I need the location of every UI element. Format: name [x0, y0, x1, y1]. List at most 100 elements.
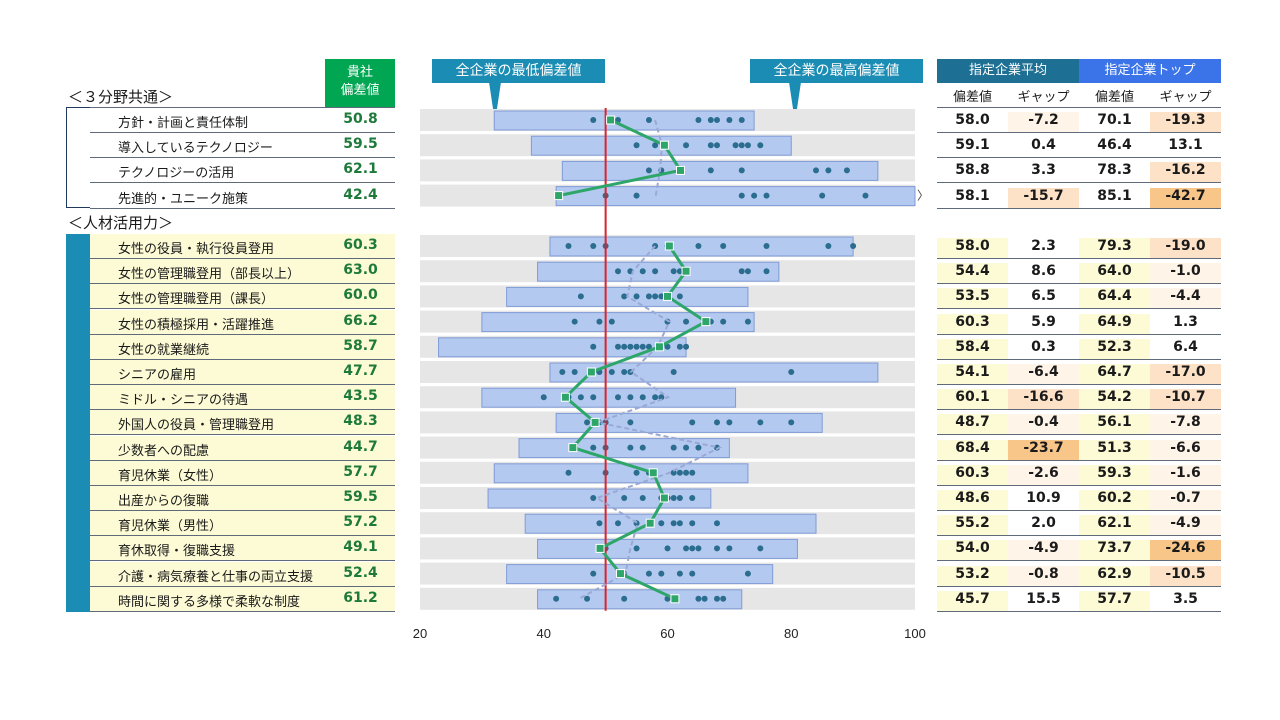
range-bar: [524, 513, 817, 534]
peer-dot: [683, 318, 690, 325]
company-score: 48.3: [326, 413, 395, 430]
peer-dot: [720, 595, 727, 602]
table-row: 先進的・ユニーク施策 42.4: [90, 184, 395, 209]
peer-dot: [757, 419, 764, 426]
peer-comparison-row: 58.1 -15.7 85.1 -42.7: [937, 184, 1221, 209]
company-score: 60.0: [326, 287, 395, 304]
avg-cell: 58.4: [937, 338, 1008, 359]
peer-dot: [670, 369, 677, 375]
peer-dot: [720, 318, 727, 325]
avg-cell: 48.6: [937, 490, 1008, 510]
table-row: 少数者への配慮 44.7: [90, 435, 395, 461]
peer-dot: [664, 545, 671, 552]
peer-comparison-row: 54.0 -4.9 73.7 -24.6: [937, 536, 1221, 562]
peer-dot: [596, 520, 603, 527]
peer-dot: [645, 343, 652, 350]
company-score: 47.7: [326, 363, 395, 379]
item-label: 時間に関する多様で柔軟な制度: [118, 594, 301, 610]
table-row: 女性の就業継続 58.7: [90, 334, 395, 360]
peer-dot: [732, 142, 739, 149]
peer-dot: [670, 444, 677, 451]
peer-dot: [540, 394, 547, 401]
peer-dot: [658, 394, 665, 401]
peer-dot: [819, 192, 826, 199]
top-cell: 64.7: [1079, 364, 1150, 384]
avg-gap-cell: -6.4: [1008, 364, 1079, 384]
avg-cell: 45.7: [937, 590, 1008, 611]
peer-comparison-row: 58.8 3.3 78.3 -16.2: [937, 158, 1221, 184]
peer-dot: [590, 117, 597, 123]
top-gap-cell: -10.7: [1150, 389, 1221, 410]
company-marker: [568, 443, 578, 453]
top-gap-cell: -19.3: [1150, 112, 1221, 132]
top-cell: 59.3: [1079, 464, 1150, 485]
peer-dot: [590, 343, 597, 350]
peer-dot: [645, 167, 652, 174]
avg-gap-cell: 6.5: [1031, 288, 1056, 305]
avg-gap-cell: 2.0: [1031, 515, 1056, 532]
peer-dot: [615, 268, 621, 275]
peer-comparison-row: 60.1 -16.6 54.2 -10.7: [937, 385, 1221, 411]
table-row: テクノロジーの活用 62.1: [90, 158, 395, 184]
top-gap-cell: -24.6: [1150, 540, 1221, 561]
table-row: 導入しているテクノロジー 59.5: [90, 133, 395, 159]
peer-comparison-row: 59.1 0.4 46.4 13.1: [937, 133, 1221, 159]
peer-comparison-row: 60.3 5.9 64.9 1.3: [937, 310, 1221, 335]
peer-dot: [676, 268, 683, 275]
avg-cell: 54.4: [937, 263, 1008, 284]
top-score-colhead: 偏差値: [1094, 90, 1134, 105]
peer-dot: [751, 192, 758, 199]
peer-dot: [676, 495, 683, 501]
avg-cell: 59.1: [955, 137, 990, 154]
range-bar: [555, 186, 916, 207]
avg-cell: 53.5: [937, 288, 1008, 309]
peer-dot: [683, 142, 690, 149]
top-cell: 52.3: [1079, 338, 1150, 359]
company-marker: [663, 291, 672, 301]
company-score: 49.1: [326, 539, 395, 556]
top-gap-cell: -16.2: [1150, 162, 1221, 183]
top-cell: 51.3: [1079, 439, 1150, 460]
top-gap-cell: 6.4: [1173, 338, 1198, 355]
avg-group-header-text: 指定企業平均: [968, 63, 1047, 78]
avg-gap-cell: 0.3: [1031, 338, 1056, 355]
company-marker: [648, 468, 658, 478]
peer-comparison-row: 60.3 -2.6 59.3 -1.6: [937, 461, 1221, 486]
row-highlight: [90, 334, 326, 359]
item-label: 導入しているテクノロジー: [118, 141, 273, 157]
peer-dot: [862, 192, 869, 199]
peer-dot: [714, 117, 720, 123]
row-highlight: [90, 511, 326, 536]
avg-gap-colhead: ギャップ: [1017, 90, 1070, 105]
peer-dot: [676, 293, 683, 300]
row-highlight: [90, 234, 326, 258]
peer-dot: [714, 419, 720, 426]
company-score-header: 貴社 偏差値: [325, 59, 395, 107]
peer-dot: [639, 444, 646, 451]
x-tick-label: 100: [904, 626, 926, 641]
avg-cell: 58.1: [955, 187, 990, 204]
peer-dot: [707, 142, 714, 149]
peer-dot: [608, 369, 615, 375]
peer-dot: [553, 595, 560, 602]
deviation-chart: 〉 20 40 60 80 100: [413, 108, 929, 641]
company-score: 63.0: [326, 262, 395, 279]
top-cell: 73.7: [1079, 540, 1150, 561]
peer-dot: [695, 545, 702, 552]
table-row: 女性の役員・執行役員登用 60.3: [90, 234, 395, 259]
top-cell: 64.0: [1079, 263, 1150, 284]
avg-score-colhead: 偏差値: [952, 90, 992, 105]
peer-dot: [850, 243, 857, 249]
item-label: テクノロジーの活用: [118, 166, 235, 182]
peer-comparison-row: 54.1 -6.4 64.7 -17.0: [937, 360, 1221, 385]
item-label: 女性の役員・執行役員登用: [118, 242, 275, 257]
avg-gap-cell: 10.9: [1026, 490, 1061, 506]
company-score: 58.7: [326, 337, 395, 354]
item-label: シニアの雇用: [118, 368, 197, 383]
avg-gap-cell: -4.9: [1008, 540, 1079, 561]
peer-dot: [714, 595, 720, 602]
top-gap-cell: -17.0: [1150, 364, 1221, 384]
peer-dot: [658, 293, 665, 300]
company-marker: [645, 518, 655, 528]
top-cell: 64.4: [1079, 288, 1150, 309]
